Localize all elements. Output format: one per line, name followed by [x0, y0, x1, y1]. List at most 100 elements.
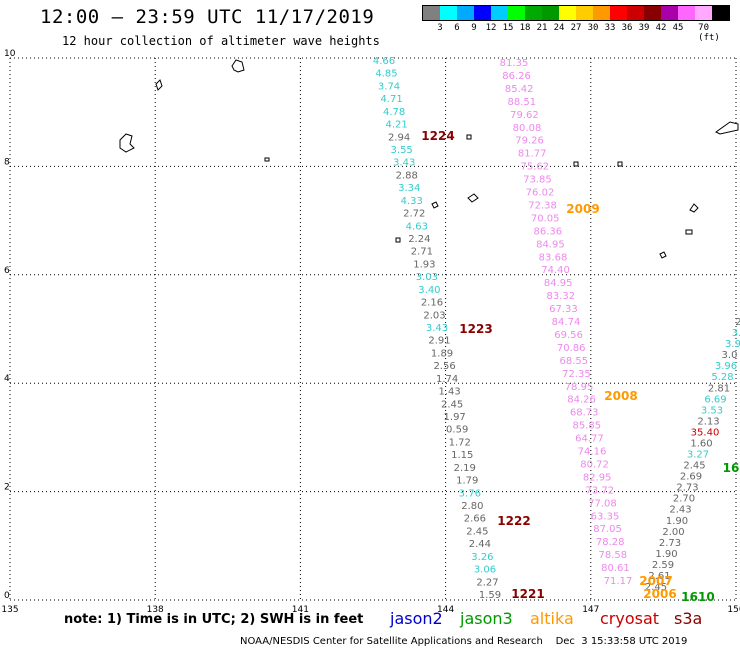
swh-value: 71.17: [604, 576, 633, 587]
swh-value: 85.42: [505, 84, 534, 95]
swh-value: 2.43: [669, 505, 691, 516]
swh-value: 1.72: [449, 437, 471, 448]
swh-value: 1.97: [444, 412, 466, 423]
swh-value: 87.05: [593, 524, 622, 535]
swh-value: 79.62: [510, 110, 539, 121]
scale-swatch: [457, 6, 474, 20]
swh-value: 80.61: [601, 563, 630, 574]
lat-tick-label: 6: [4, 266, 10, 276]
island-outline: [431, 201, 439, 209]
swh-value: 77.08: [588, 498, 617, 509]
swh-value: 78.58: [598, 550, 627, 561]
swh-value: 75.62: [520, 162, 549, 173]
swh-value: 1.90: [666, 516, 688, 527]
scale-swatch: [712, 6, 729, 20]
scale-label: 6: [454, 23, 460, 33]
swh-value: 5.28: [711, 372, 733, 383]
scale-label: 42: [655, 23, 667, 33]
swh-value: 81.77: [518, 149, 547, 160]
swh-value: 2.71: [411, 247, 433, 258]
swh-value: 74.40: [541, 265, 570, 276]
island-outline: [685, 229, 693, 235]
swh-value: 2.61: [648, 571, 670, 582]
scale-label: 15: [502, 23, 514, 33]
swh-value: 1.93: [413, 259, 435, 270]
swh-value: 88.51: [507, 97, 536, 108]
swh-value: 1.60: [690, 438, 712, 449]
legend-item-cryosat: cryosat: [600, 609, 660, 628]
island-outline: [573, 161, 579, 167]
footer-note: note: 1) Time is in UTC; 2) SWH is in fe…: [64, 612, 364, 627]
pass-time-label: 2006: [643, 587, 676, 601]
lat-tick-label: 0: [4, 591, 10, 601]
swh-value: 2.45: [466, 526, 488, 537]
map-grid: [9, 57, 737, 601]
swh-value: 2.66: [464, 514, 486, 525]
swh-value: 2.03: [423, 310, 445, 321]
swh-value: 3.43: [393, 158, 415, 169]
scale-label: 70 (ft): [698, 23, 720, 43]
land-features: [119, 59, 739, 259]
swh-value: 86.36: [533, 226, 562, 237]
swh-value: 72.38: [528, 200, 557, 211]
scale-swatch: [542, 6, 559, 20]
swh-value: 2.91: [428, 336, 450, 347]
island-outline: [689, 203, 699, 213]
swh-value: 2.80: [461, 501, 483, 512]
swh-value: 3.34: [398, 183, 420, 194]
swh-value: 78.95: [565, 382, 594, 393]
swh-value: 1.15: [451, 450, 473, 461]
island-outline: [119, 133, 135, 153]
swh-value: 2.45: [645, 582, 667, 593]
swh-value: 78.28: [596, 537, 625, 548]
swh-value: 3.9: [725, 339, 740, 350]
scale-swatch: [576, 6, 593, 20]
swh-value: 2.70: [673, 494, 695, 505]
legend-item-jason3: jason3: [460, 609, 513, 628]
pass-time-label: 1221: [511, 587, 544, 601]
swh-value: 2.69: [680, 472, 702, 483]
swh-value: 2.56: [433, 361, 455, 372]
island-outline: [395, 237, 401, 243]
swh-value: 3.55: [391, 145, 413, 156]
swh-value: 2.45: [683, 461, 705, 472]
swh-value: 2.88: [396, 170, 418, 181]
map-subtitle: 12 hour collection of altimeter wave hei…: [62, 34, 380, 48]
scale-label: 36: [621, 23, 633, 33]
swh-value: 2.73: [676, 483, 698, 494]
swh-value: 1.43: [438, 387, 460, 398]
swh-value: 2.16: [421, 298, 443, 309]
swh-value: 2.44: [469, 539, 491, 550]
lat-tick-label: 10: [4, 49, 16, 59]
swh-value: 3.26: [471, 552, 493, 563]
swh-value: 2.00: [662, 527, 684, 538]
scale-label: 33: [604, 23, 616, 33]
island-outline: [659, 251, 667, 259]
swh-value: 3.: [732, 328, 740, 339]
scale-swatch: [695, 6, 712, 20]
island-outline: [155, 79, 163, 91]
swh-value: 4.78: [383, 107, 405, 118]
swh-value: 0.59: [446, 425, 468, 436]
island-outline: [715, 121, 739, 135]
scale-label: 30: [587, 23, 599, 33]
swh-value: 3.76: [459, 488, 481, 499]
scale-swatch: [423, 6, 440, 20]
swh-value: 3.43: [426, 323, 448, 334]
swh-value: 3.0: [722, 350, 738, 361]
swh-value: 67.33: [549, 304, 578, 315]
pass-time-label: 2008: [604, 389, 637, 403]
swh-value: 81.35: [500, 58, 529, 69]
scale-swatch: [661, 6, 678, 20]
swh-value: 4.33: [401, 196, 423, 207]
swh-value: 73.85: [523, 175, 552, 186]
swh-value: 4.21: [385, 120, 407, 131]
swh-value: 1.79: [456, 476, 478, 487]
scale-swatch: [440, 6, 457, 20]
legend-item-jason2: jason2: [390, 609, 443, 628]
swh-value: 74.16: [578, 447, 607, 458]
lon-tick-label: 144: [437, 605, 454, 615]
swh-value: 2.: [735, 317, 740, 328]
swh-value: 6.69: [704, 394, 726, 405]
